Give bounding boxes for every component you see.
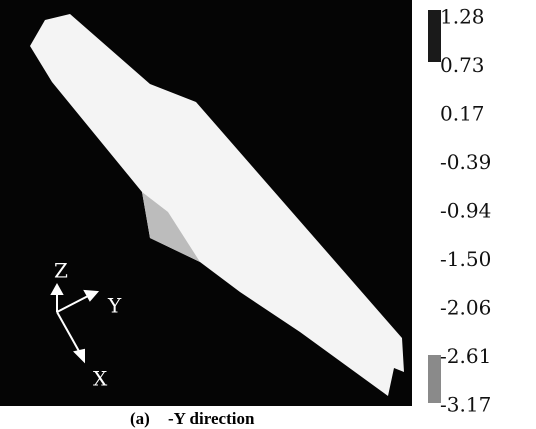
colorbar-label: -0.39: [440, 150, 491, 174]
colorbar-label: -3.17: [440, 393, 491, 417]
y-arrow: [56, 295, 89, 313]
x-label: X: [93, 367, 108, 391]
z-label: Z: [54, 259, 68, 283]
beam-shadow: [142, 192, 200, 262]
colorbar-label: -1.50: [440, 247, 491, 271]
colorbar-top: [428, 10, 441, 62]
y-label: Y: [107, 294, 122, 318]
axis-triad: [50, 282, 100, 364]
colorbar-bottom: [428, 355, 441, 403]
colorbar-labels: 1.28 0.73 0.17 -0.39 -0.94 -1.50 -2.06 -2.61 -3.…: [440, 5, 491, 417]
y-arrow-head: [83, 289, 100, 302]
z-arrow-head: [50, 282, 64, 295]
caption-label: (a): [130, 409, 150, 428]
x-arrow-head: [73, 348, 85, 364]
beam-shape: [30, 14, 404, 396]
colorbar-label: -2.61: [440, 344, 491, 368]
colorbar-label: -0.94: [440, 199, 491, 223]
caption-text: -Y direction: [168, 409, 255, 428]
colorbar-label: -2.06: [440, 296, 491, 320]
colorbar-label: 0.17: [440, 102, 485, 126]
x-arrow: [56, 311, 81, 354]
colorbar-label: 0.73: [440, 53, 485, 77]
colorbar-label: 1.28: [440, 5, 485, 29]
